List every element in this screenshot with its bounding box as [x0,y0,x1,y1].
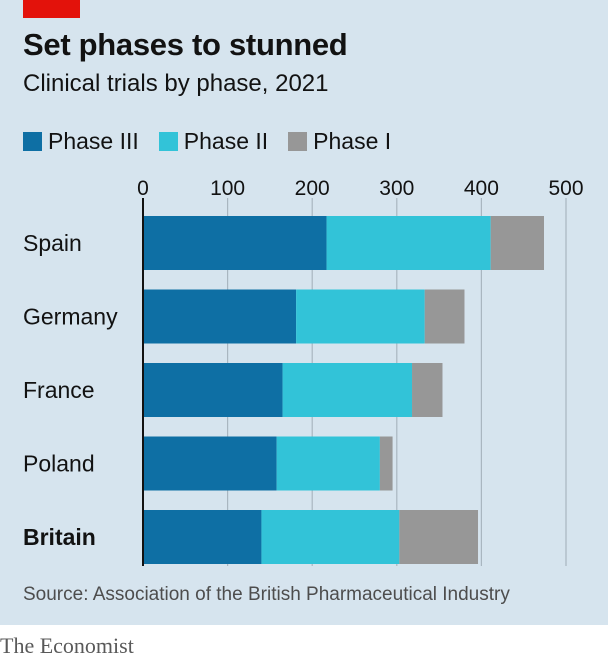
bar-spain-phase2 [326,216,491,270]
x-tick-label-0: 0 [137,177,149,200]
bar-france-phase2 [282,363,413,417]
x-tick-label-400: 400 [464,177,499,200]
source-note: Source: Association of the British Pharm… [23,584,510,605]
bar-spain-phase1 [490,216,545,270]
x-tick-label-200: 200 [295,177,330,200]
x-tick-label-100: 100 [210,177,245,200]
x-tick-label-500: 500 [548,177,583,200]
bar-france-phase3 [143,363,283,417]
bar-germany-phase1 [424,289,465,344]
bar-britain-phase2 [261,510,400,564]
legend-item-phase3: Phase III [23,128,139,155]
bar-poland-phase1 [379,436,393,491]
brand-red-tag [23,0,80,18]
bar-spain-phase3 [143,216,327,270]
bar-germany-phase2 [296,289,425,344]
legend-swatch-phase2 [158,132,178,151]
legend-swatch-phase3 [23,132,42,151]
legend-swatch-phase1 [288,132,308,151]
legend-item-phase2: Phase II [158,128,269,155]
chart-title: Set phases to stunned [23,27,348,62]
category-label-spain: Spain [23,230,82,256]
category-label-germany: Germany [23,304,118,330]
bar-germany-phase3 [143,289,297,344]
legend-item-phase1: Phase I [288,128,391,155]
chart-subtitle: Clinical trials by phase, 2021 [23,70,329,97]
category-label-britain: Britain [23,524,96,550]
bar-britain-phase3 [143,510,262,564]
legend-label-phase1: Phase I [313,128,392,154]
legend-label-phase2: Phase II [183,128,269,154]
brand-wordmark: The Economist [0,633,134,658]
bar-poland-phase2 [276,436,380,491]
legend-label-phase3: Phase III [48,128,139,154]
x-tick-label-300: 300 [379,177,414,200]
legend: Phase III Phase II Phase I [23,128,411,155]
bar-chart: 0 100 200 300 400 500 Spain Germany France Poland… [23,177,584,566]
bar-france-phase1 [412,363,443,417]
category-label-france: France [23,377,95,403]
bar-britain-phase1 [399,510,479,564]
category-label-poland: Poland [23,451,95,477]
bar-poland-phase3 [143,436,277,491]
